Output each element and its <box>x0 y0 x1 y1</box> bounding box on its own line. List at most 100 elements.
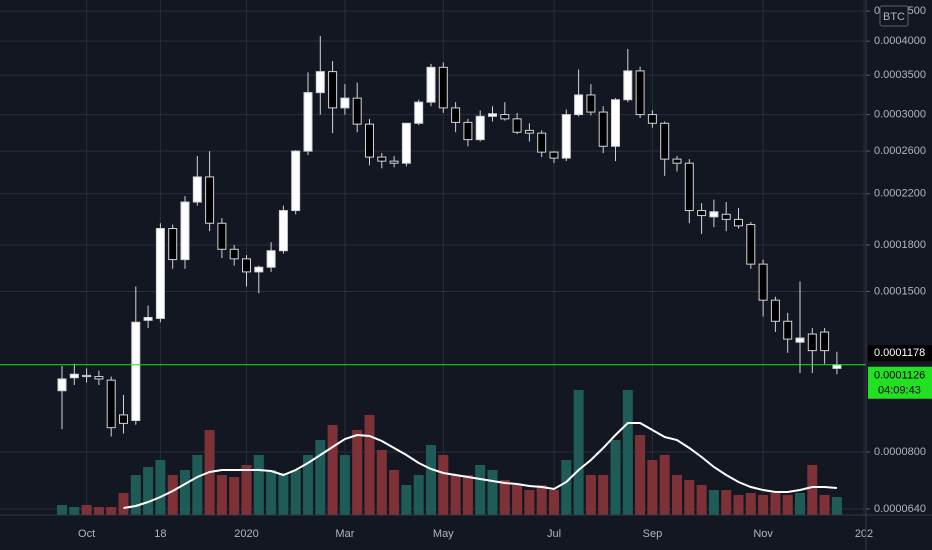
volume-bar <box>622 390 633 515</box>
candle-body <box>463 121 473 141</box>
candle-body <box>119 414 128 424</box>
candle-body <box>328 71 338 109</box>
volume-bar <box>130 475 141 515</box>
x-tick-label: 2020 <box>234 528 258 540</box>
y-tick-label: 0.0000800 <box>874 446 926 458</box>
volume-bar <box>819 495 830 515</box>
volume-bar <box>659 455 670 515</box>
volume-bar <box>389 470 400 515</box>
candle-body <box>537 132 547 153</box>
volume-bar <box>708 490 719 515</box>
volume-bar <box>831 497 842 515</box>
y-tick-label: 0.0002600 <box>874 145 926 157</box>
volume-bar <box>57 505 67 515</box>
candle-body <box>512 118 522 133</box>
candle-body <box>389 160 399 164</box>
last-price-box <box>868 366 932 399</box>
y-tick-label: 0.0002200 <box>874 188 926 200</box>
candle-body <box>192 176 202 203</box>
currency[interactable]: BTC <box>883 11 905 23</box>
candle-body <box>69 373 79 379</box>
candle-body <box>561 114 571 159</box>
candle-body <box>611 99 620 147</box>
candle-body <box>229 248 239 260</box>
candle-body <box>647 114 657 124</box>
candle-body <box>820 331 830 352</box>
candle-body <box>783 320 793 340</box>
volume-ma-line <box>123 422 837 509</box>
y-tick-label: 0.0001500 <box>874 285 926 297</box>
candle-body <box>586 94 596 113</box>
volume-bar <box>684 480 695 515</box>
x-tick-label: May <box>433 528 454 540</box>
volume-bar <box>721 490 732 515</box>
volume-bar <box>290 470 301 515</box>
marker-price-box <box>868 345 932 362</box>
y-tick-label: 0.0000640 <box>874 503 926 515</box>
candle-body <box>217 222 227 250</box>
marker-price-label: 0.0001178 <box>874 347 925 359</box>
volume-bar <box>327 425 338 515</box>
volume-bar <box>253 455 264 515</box>
volume-bar <box>585 475 596 515</box>
x-tick-label: Oct <box>78 528 95 540</box>
volume-bar <box>241 465 252 515</box>
candle-body <box>697 210 707 217</box>
x-tick-label: Sep <box>643 528 663 540</box>
candle-body <box>807 333 817 352</box>
volume-bar <box>745 493 756 515</box>
candle-body <box>254 266 264 273</box>
candle-body <box>426 66 436 103</box>
candle-body <box>660 122 670 160</box>
candle-body <box>438 66 448 109</box>
volume-bar <box>413 475 424 515</box>
candle-body <box>242 258 251 273</box>
volume-bar <box>93 507 104 515</box>
candle-body <box>770 299 780 322</box>
candle-body <box>623 70 633 101</box>
candle-body <box>94 376 104 380</box>
candle-body <box>155 228 165 319</box>
volume-bar <box>758 495 769 515</box>
volume-bar <box>278 473 289 515</box>
candle-body <box>340 97 350 109</box>
y-tick-label: 0.0001800 <box>874 239 926 251</box>
candle-body <box>57 378 67 392</box>
x-tick-label: Jul <box>547 528 561 540</box>
candle-body <box>549 151 559 159</box>
volume-bar <box>512 485 523 515</box>
candle-body <box>574 94 584 116</box>
volume-bar <box>499 480 510 515</box>
volume-bar <box>795 493 805 515</box>
volume-bar <box>426 445 436 515</box>
x-tick-label: Mar <box>335 528 354 540</box>
y-tick-label: 0.0003500 <box>874 69 926 81</box>
candle-body <box>721 213 731 220</box>
volume-bar <box>782 495 793 515</box>
candle-body <box>315 71 325 94</box>
volume-bar <box>487 470 498 515</box>
volume-bar <box>180 470 190 515</box>
candle-body <box>291 150 301 212</box>
volume-bar <box>450 475 461 515</box>
volume-bar <box>524 490 535 515</box>
x-tick-label: 18 <box>154 528 166 540</box>
candle-body <box>451 107 461 123</box>
countdown-label: 04:09:43 <box>878 385 921 397</box>
volume-bar <box>376 450 387 515</box>
volume-bar <box>315 440 326 515</box>
candle-body <box>131 321 141 422</box>
volume-bar <box>155 460 166 515</box>
currency-box[interactable] <box>879 5 909 27</box>
volume-bar <box>401 485 412 515</box>
volume-bar <box>303 455 313 515</box>
candle-body <box>734 218 743 227</box>
candle-body <box>635 70 645 116</box>
volume-bar <box>216 475 227 515</box>
candle-body <box>82 374 92 378</box>
volume-bar <box>635 435 646 515</box>
candle-body <box>598 111 608 147</box>
volume-bar <box>733 495 744 515</box>
volume-bar <box>610 440 621 515</box>
